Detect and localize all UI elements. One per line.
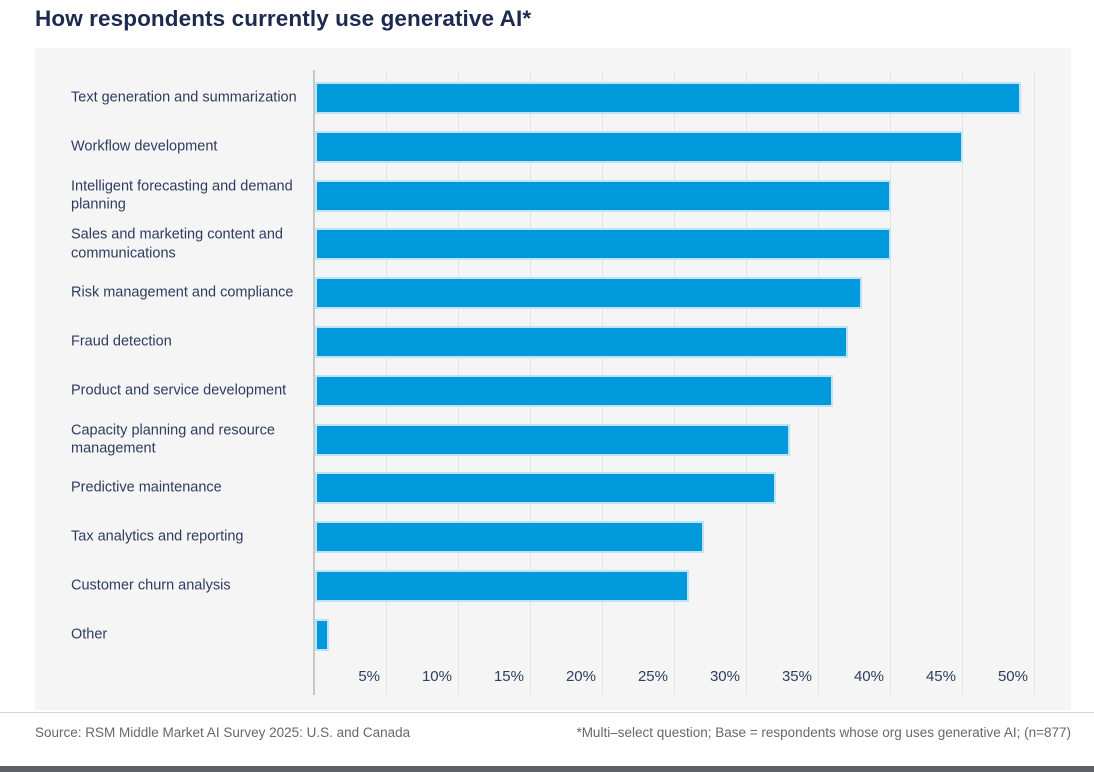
x-tick-label: 5%	[358, 668, 380, 685]
bar	[315, 179, 891, 212]
x-tick-label: 25%	[637, 668, 668, 685]
category-label: Product and service development	[71, 382, 287, 399]
bar	[315, 618, 330, 651]
gridline	[961, 70, 963, 695]
category-label: Sales and marketing content and communic…	[71, 226, 283, 262]
gridline	[889, 70, 891, 695]
x-tick-label: 30%	[709, 668, 740, 685]
x-tick-label: 40%	[853, 668, 884, 685]
x-tick-label: 45%	[925, 668, 956, 685]
category-label: Text generation and summarization	[71, 89, 297, 106]
bar	[315, 570, 690, 602]
category-labels: Text generation and summarization Workflo…	[71, 70, 306, 695]
bottom-bar	[0, 766, 1094, 772]
bar	[315, 130, 963, 163]
chart-panel: Text generation and summarization Workflo…	[35, 48, 1071, 710]
x-tick-label: 50%	[997, 668, 1028, 685]
category-label: Capacity planning and resource managemen…	[71, 422, 275, 457]
x-tick-label: 20%	[565, 668, 596, 685]
category-label: Intelligent forecasting and demand plann…	[71, 178, 293, 213]
category-label: Risk management and compliance	[71, 284, 294, 301]
bar	[315, 374, 834, 407]
category-label: Customer churn analysis	[71, 577, 231, 594]
bar	[315, 326, 848, 358]
bar	[315, 277, 863, 310]
source-note: Source: RSM Middle Market AI Survey 2025…	[35, 725, 411, 740]
chart-title: How respondents currently use generative…	[35, 6, 532, 31]
bar	[315, 521, 704, 554]
chart-body: Text generation and summarization Workflo…	[35, 70, 1071, 695]
category-label: Other	[71, 626, 108, 643]
gridline	[1033, 70, 1035, 695]
footnote: *Multi–select question; Base = responden…	[576, 725, 1071, 740]
plot-area: 5% 10% 15% 20% 25% 30% 35% 40% 45% 50%	[313, 70, 1035, 695]
bar	[315, 423, 791, 456]
y-axis-line	[313, 70, 315, 695]
category-label: Fraud detection	[71, 333, 172, 350]
bar	[315, 228, 891, 261]
footer-divider	[0, 712, 1094, 713]
category-label: Tax analytics and reporting	[71, 528, 244, 545]
x-tick-label: 35%	[781, 668, 812, 685]
bar	[315, 472, 776, 505]
x-tick-label: 10%	[421, 668, 452, 685]
x-tick-label: 15%	[493, 668, 524, 685]
category-label: Predictive maintenance	[71, 480, 222, 497]
category-label: Workflow development	[71, 138, 218, 155]
bar	[315, 82, 1021, 114]
